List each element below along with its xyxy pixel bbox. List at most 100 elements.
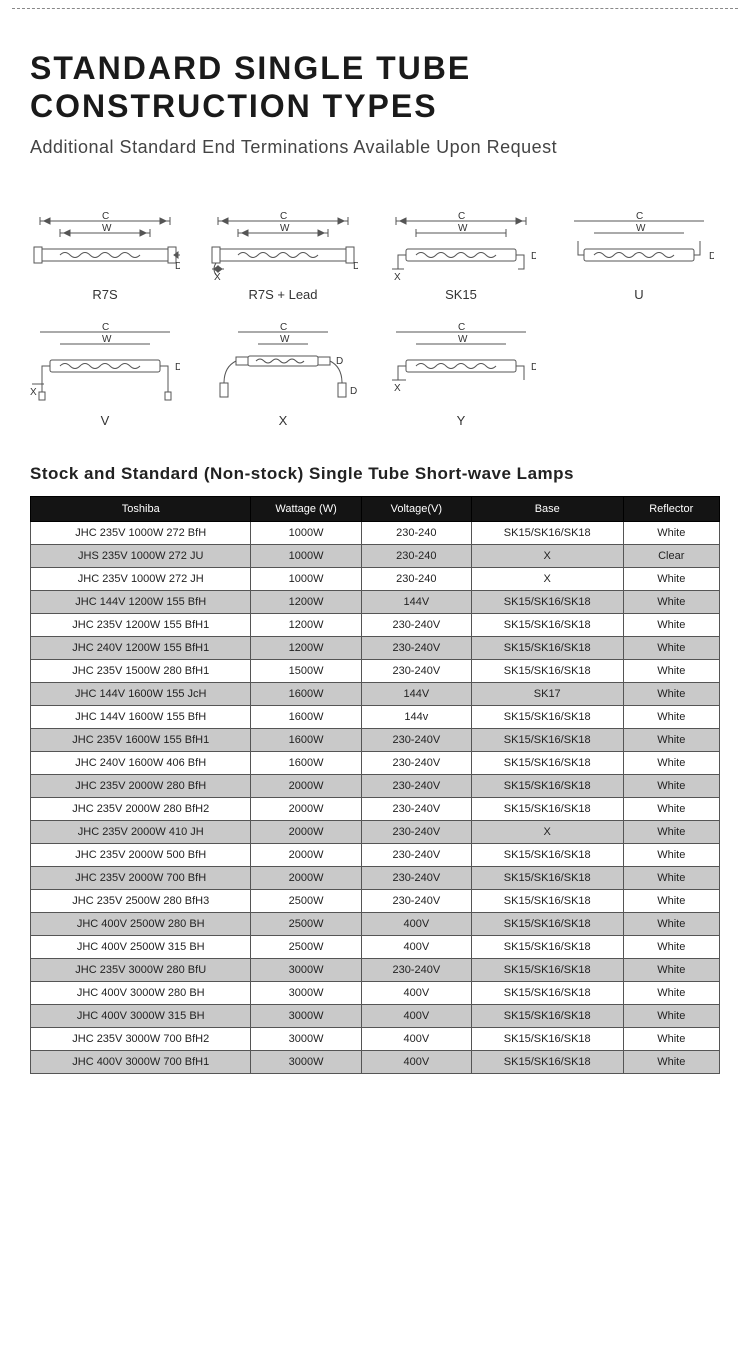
dim-d: D bbox=[531, 251, 536, 262]
table-cell: 144V bbox=[361, 682, 471, 705]
th-voltage: Voltage(V) bbox=[361, 496, 471, 521]
dim-x: X bbox=[394, 383, 401, 394]
table-cell: White bbox=[623, 820, 719, 843]
diagram-label: SK15 bbox=[386, 287, 536, 302]
tube-diagram-icon: C W D bbox=[30, 211, 180, 281]
table-cell: White bbox=[623, 728, 719, 751]
page-title: STANDARD SINGLE TUBE CONSTRUCTION TYPES bbox=[30, 49, 720, 126]
diagram-label: Y bbox=[386, 413, 536, 428]
table-cell: 2500W bbox=[251, 935, 361, 958]
table-cell: White bbox=[623, 636, 719, 659]
dim-d: D bbox=[175, 362, 180, 373]
table-row: JHC 235V 3000W 700 BfH23000W400VSK15/SK1… bbox=[31, 1027, 720, 1050]
dim-c: C bbox=[102, 211, 109, 222]
table-cell: 144v bbox=[361, 705, 471, 728]
table-cell: SK15/SK16/SK18 bbox=[471, 935, 623, 958]
tube-diagram-icon: C W D D bbox=[208, 322, 358, 407]
table-row: JHC 400V 3000W 700 BfH13000W400VSK15/SK1… bbox=[31, 1050, 720, 1073]
table-cell: JHS 235V 1000W 272 JU bbox=[31, 544, 251, 567]
diagram-label: R7S + Lead bbox=[208, 287, 358, 302]
table-cell: 1000W bbox=[251, 567, 361, 590]
table-cell: 230-240V bbox=[361, 820, 471, 843]
page-subtitle: Additional Standard End Terminations Ava… bbox=[30, 134, 720, 161]
page: STANDARD SINGLE TUBE CONSTRUCTION TYPES … bbox=[0, 9, 750, 1094]
dim-c: C bbox=[458, 322, 465, 333]
diagram-y: C W X D Y bbox=[386, 322, 536, 428]
tube-diagram-icon: C W X D bbox=[208, 211, 358, 281]
table-cell: 2000W bbox=[251, 843, 361, 866]
table-cell: 1600W bbox=[251, 682, 361, 705]
tube-diagram-icon: C W X D bbox=[386, 322, 536, 407]
table-cell: 3000W bbox=[251, 958, 361, 981]
table-cell: 230-240V bbox=[361, 843, 471, 866]
diagram-x: C W D D X bbox=[208, 322, 358, 428]
table-cell: 230-240 bbox=[361, 521, 471, 544]
table-cell: JHC 240V 1600W 406 BfH bbox=[31, 751, 251, 774]
table-cell: SK15/SK16/SK18 bbox=[471, 797, 623, 820]
table-cell: JHC 235V 2000W 700 BfH bbox=[31, 866, 251, 889]
table-cell: SK15/SK16/SK18 bbox=[471, 636, 623, 659]
dim-w: W bbox=[636, 223, 646, 234]
table-row: JHC 400V 2500W 315 BH2500W400VSK15/SK16/… bbox=[31, 935, 720, 958]
table-cell: White bbox=[623, 567, 719, 590]
table-cell: White bbox=[623, 843, 719, 866]
table-cell: JHC 235V 2000W 410 JH bbox=[31, 820, 251, 843]
table-cell: SK15/SK16/SK18 bbox=[471, 613, 623, 636]
th-base: Base bbox=[471, 496, 623, 521]
tube-diagram-icon: C W D bbox=[564, 211, 714, 281]
table-cell: SK15/SK16/SK18 bbox=[471, 751, 623, 774]
table-cell: JHC 144V 1600W 155 BfH bbox=[31, 705, 251, 728]
table-row: JHC 235V 2000W 280 BfH22000W230-240VSK15… bbox=[31, 797, 720, 820]
table-row: JHC 400V 2500W 280 BH2500W400VSK15/SK16/… bbox=[31, 912, 720, 935]
dim-w: W bbox=[102, 334, 112, 345]
table-cell: 400V bbox=[361, 1050, 471, 1073]
table-row: JHC 235V 1000W 272 JH1000W230-240XWhite bbox=[31, 567, 720, 590]
table-cell: 1600W bbox=[251, 728, 361, 751]
dim-d: D bbox=[709, 251, 714, 262]
table-cell: 400V bbox=[361, 1004, 471, 1027]
th-reflector: Reflector bbox=[623, 496, 719, 521]
table-cell: SK15/SK16/SK18 bbox=[471, 889, 623, 912]
table-cell: JHC 235V 1600W 155 BfH1 bbox=[31, 728, 251, 751]
tube-diagram-icon: C W X D bbox=[386, 211, 536, 281]
table-cell: X bbox=[471, 567, 623, 590]
table-cell: 1500W bbox=[251, 659, 361, 682]
dim-w: W bbox=[280, 223, 290, 234]
table-row: JHC 240V 1600W 406 BfH1600W230-240VSK15/… bbox=[31, 751, 720, 774]
table-row: JHC 144V 1600W 155 JcH1600W144VSK17White bbox=[31, 682, 720, 705]
table-cell: SK15/SK16/SK18 bbox=[471, 590, 623, 613]
table-cell: 400V bbox=[361, 935, 471, 958]
table-cell: 1200W bbox=[251, 613, 361, 636]
table-cell: White bbox=[623, 705, 719, 728]
table-cell: White bbox=[623, 521, 719, 544]
table-cell: JHC 235V 1200W 155 BfH1 bbox=[31, 613, 251, 636]
table-row: JHC 235V 2000W 700 BfH2000W230-240VSK15/… bbox=[31, 866, 720, 889]
table-cell: X bbox=[471, 544, 623, 567]
table-cell: 230-240V bbox=[361, 889, 471, 912]
table-cell: White bbox=[623, 613, 719, 636]
table-cell: JHC 235V 1000W 272 BfH bbox=[31, 521, 251, 544]
table-cell: 400V bbox=[361, 981, 471, 1004]
diagram-label: V bbox=[30, 413, 180, 428]
table-cell: JHC 240V 1200W 155 BfH1 bbox=[31, 636, 251, 659]
diagram-v: C W X D V bbox=[30, 322, 180, 428]
table-cell: 230-240V bbox=[361, 866, 471, 889]
table-cell: 400V bbox=[361, 1027, 471, 1050]
dim-c: C bbox=[280, 322, 287, 333]
table-cell: 3000W bbox=[251, 1004, 361, 1027]
table-cell: JHC 400V 3000W 700 BfH1 bbox=[31, 1050, 251, 1073]
table-cell: White bbox=[623, 1050, 719, 1073]
diagram-u: C W D U bbox=[564, 211, 714, 302]
dim-c: C bbox=[280, 211, 287, 222]
table-row: JHC 400V 3000W 280 BH3000W400VSK15/SK16/… bbox=[31, 981, 720, 1004]
table-cell: White bbox=[623, 751, 719, 774]
table-row: JHS 235V 1000W 272 JU1000W230-240XClear bbox=[31, 544, 720, 567]
table-cell: JHC 400V 3000W 280 BH bbox=[31, 981, 251, 1004]
table-cell: JHC 235V 3000W 700 BfH2 bbox=[31, 1027, 251, 1050]
table-cell: JHC 235V 1000W 272 JH bbox=[31, 567, 251, 590]
table-row: JHC 235V 2000W 410 JH2000W230-240VXWhite bbox=[31, 820, 720, 843]
table-row: JHC 235V 1000W 272 BfH1000W230-240SK15/S… bbox=[31, 521, 720, 544]
table-cell: 230-240V bbox=[361, 659, 471, 682]
table-cell: White bbox=[623, 590, 719, 613]
table-row: JHC 240V 1200W 155 BfH11200W230-240VSK15… bbox=[31, 636, 720, 659]
